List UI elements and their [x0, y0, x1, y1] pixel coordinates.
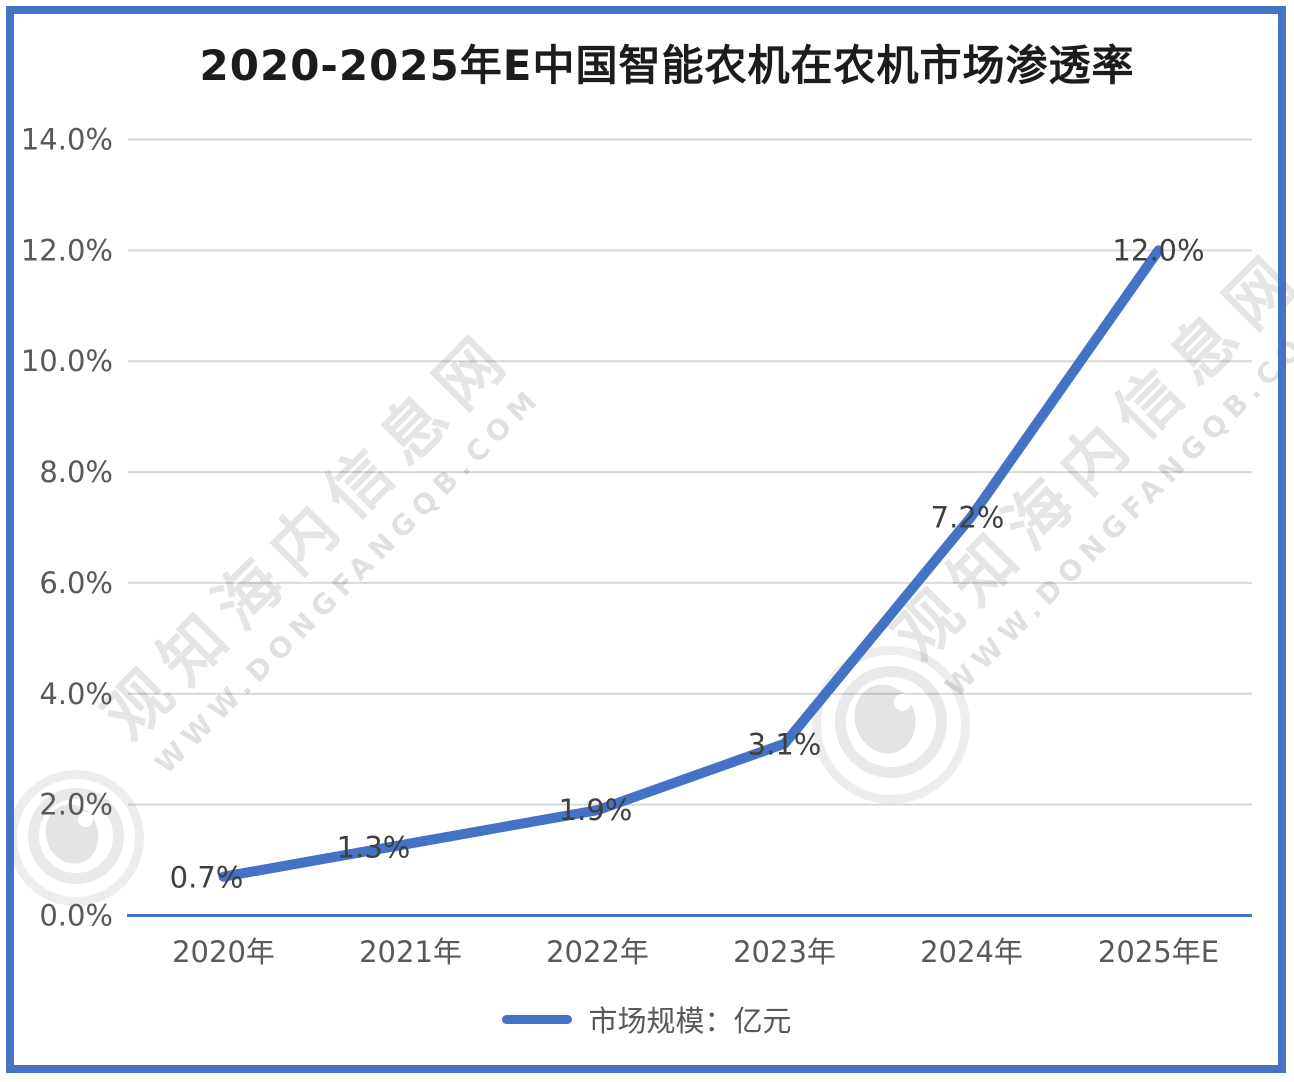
y-tick-label: 2.0% — [39, 788, 113, 822]
data-label: 1.3% — [337, 830, 411, 864]
x-tick-label: 2020年 — [172, 935, 275, 969]
data-label: 12.0% — [1112, 233, 1204, 267]
data-label: 3.1% — [748, 728, 822, 762]
data-label: 1.9% — [559, 793, 633, 827]
y-tick-label: 12.0% — [21, 233, 113, 267]
legend: 市场规模：亿元 — [0, 998, 1294, 1040]
chart-title: 2020-2025年E中国智能农机在农机市场渗透率 — [199, 41, 1135, 90]
x-tick-label: 2022年 — [546, 935, 649, 969]
y-tick-label: 0.0% — [39, 899, 113, 933]
y-tick-label: 4.0% — [39, 677, 113, 711]
x-tick-label: 2025年E — [1098, 935, 1219, 969]
x-tick-label: 2024年 — [920, 935, 1023, 969]
legend-label: 市场规模：亿元 — [588, 1004, 792, 1038]
y-tick-label: 10.0% — [21, 344, 113, 378]
y-tick-label: 8.0% — [39, 455, 113, 489]
y-tick-label: 14.0% — [21, 123, 113, 157]
x-tick-label: 2023年 — [733, 935, 836, 969]
data-label: 7.2% — [931, 500, 1005, 534]
series-line — [218, 245, 1164, 882]
y-tick-label: 6.0% — [39, 566, 113, 600]
data-label: 0.7% — [170, 861, 244, 895]
x-tick-label: 2021年 — [359, 935, 462, 969]
legend-line-marker — [502, 1014, 573, 1024]
